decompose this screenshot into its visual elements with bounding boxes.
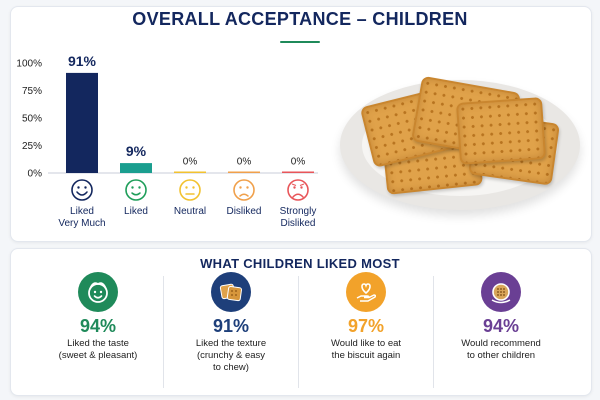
eat-again-description: Would like to eat the biscuit again (301, 338, 431, 362)
very-happy-face-icon (71, 179, 93, 201)
texture-desc-line: to chew) (213, 362, 249, 373)
taste-percent: 94% (79, 316, 117, 336)
bar (228, 171, 260, 173)
divider (433, 276, 434, 388)
recommend-description: Would recommend to other children (436, 338, 566, 362)
recommend-desc-line: to other children (466, 350, 536, 361)
y-tick-label: 25% (22, 141, 42, 152)
page-title: OVERALL ACCEPTANCE – CHILDREN (132, 9, 468, 29)
category-label: Disliked (280, 218, 315, 229)
data-label: 0% (183, 157, 198, 168)
bar (120, 163, 152, 173)
sad-face-icon (233, 179, 255, 201)
y-tick-label: 75% (22, 86, 42, 97)
category-label: Disliked (226, 206, 261, 217)
category-label: Very Much (58, 218, 105, 229)
category-label: Neutral (174, 206, 206, 217)
bar (174, 171, 206, 173)
eat-again-desc-line: Would like to eat (330, 338, 402, 349)
y-tick-label: 50% (22, 114, 42, 125)
bar (66, 72, 98, 173)
biscuit-icon (211, 272, 251, 312)
stat-recommend: 94% Would recommend to other children (436, 272, 566, 390)
section-title: WHAT CHILDREN LIKED MOST (200, 256, 400, 271)
taste-description: Liked the taste (sweet & pleasant) (33, 338, 163, 362)
taste-desc-line: (sweet & pleasant) (58, 350, 138, 361)
recommend-percent: 94% (482, 316, 520, 336)
data-label: 9% (126, 143, 147, 159)
recommend-biscuit-icon (481, 272, 521, 312)
texture-desc-line: (crunchy & easy (196, 350, 266, 361)
recommend-desc-line: Would recommend (461, 338, 541, 349)
texture-desc-line: Liked the texture (195, 338, 267, 349)
y-tick-label: 100% (16, 59, 42, 70)
y-tick-label: 0% (28, 169, 43, 180)
data-label: 0% (291, 157, 306, 168)
category-label: Liked (124, 206, 148, 217)
title-underline (280, 41, 320, 43)
eat-again-percent: 97% (347, 316, 385, 336)
category-label: Liked (70, 206, 94, 217)
stat-texture: 91% Liked the texture (crunchy & easy to… (166, 272, 296, 390)
happy-child-icon (78, 272, 118, 312)
stat-eat-again: 97% Would like to eat the biscuit again (301, 272, 431, 390)
texture-description: Liked the texture (crunchy & easy to che… (166, 338, 296, 374)
biscuit-plate-image (340, 74, 580, 224)
neutral-face-icon (179, 179, 201, 201)
data-label: 91% (68, 53, 97, 69)
taste-desc-line: Liked the taste (67, 338, 129, 349)
divider (163, 276, 164, 388)
very-sad-face-icon (287, 179, 309, 201)
stat-taste: 94% Liked the taste (sweet & pleasant) (33, 272, 163, 390)
happy-face-icon (125, 179, 147, 201)
data-label: 0% (237, 157, 252, 168)
texture-percent: 91% (212, 316, 250, 336)
category-label: Strongly (280, 206, 317, 217)
divider (298, 276, 299, 388)
biscuit (455, 97, 547, 165)
heart-hand-icon (346, 272, 386, 312)
eat-again-desc-line: the biscuit again (331, 350, 401, 361)
bar (282, 171, 314, 173)
